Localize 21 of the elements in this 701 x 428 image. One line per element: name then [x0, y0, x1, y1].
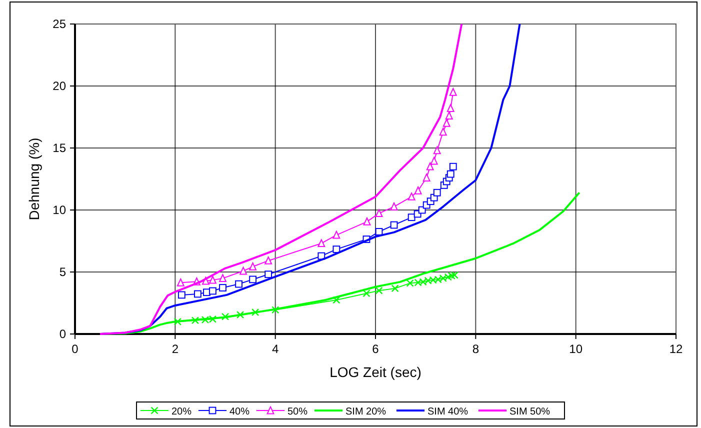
x-tick-label: 12 — [669, 342, 683, 356]
y-tick-label: 0 — [59, 327, 66, 341]
legend-label: SIM 20% — [346, 406, 386, 418]
y-axis-title: Dehnung (%) — [26, 138, 42, 220]
y-tick-label: 20 — [52, 79, 66, 93]
y-tick-label: 25 — [52, 17, 66, 31]
legend-label: 20% — [172, 406, 192, 418]
legend-label: SIM 40% — [428, 406, 468, 418]
x-tick-label: 0 — [72, 342, 79, 356]
x-tick-label: 8 — [472, 342, 480, 356]
legend-label: 40% — [230, 406, 250, 418]
x-tick-label: 10 — [569, 342, 583, 356]
x-tick-label: 4 — [272, 342, 279, 356]
x-tick-label: 6 — [372, 342, 380, 356]
y-tick-label: 10 — [52, 203, 66, 217]
legend-label: SIM 50% — [510, 406, 550, 418]
x-axis-title: LOG Zeit (sec) — [330, 364, 422, 380]
x-tick-label: 2 — [172, 342, 179, 356]
legend-label: 50% — [288, 406, 308, 418]
y-tick-label: 5 — [59, 265, 66, 279]
y-tick-label: 15 — [52, 141, 66, 155]
